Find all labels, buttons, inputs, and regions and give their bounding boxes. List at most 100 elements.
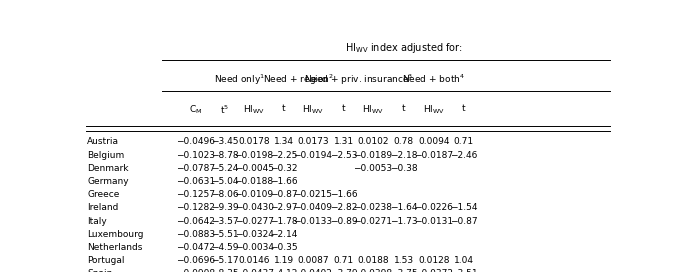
Text: −0.0472: −0.0472 (176, 243, 215, 252)
Text: −3.45: −3.45 (211, 137, 239, 146)
Text: −0.0034: −0.0034 (235, 243, 274, 252)
Text: Italy: Italy (87, 217, 107, 225)
Text: −4.59: −4.59 (211, 243, 239, 252)
Text: 1.04: 1.04 (453, 256, 473, 265)
Text: 0.78: 0.78 (393, 137, 414, 146)
Text: 0.0146: 0.0146 (238, 256, 269, 265)
Text: Germany: Germany (87, 177, 129, 186)
Text: Need + both$^{\mathregular{4}}$: Need + both$^{\mathregular{4}}$ (402, 72, 465, 85)
Text: 0.0178: 0.0178 (238, 137, 270, 146)
Text: 0.0102: 0.0102 (357, 137, 389, 146)
Text: −0.0226: −0.0226 (415, 203, 453, 212)
Text: −5.17: −5.17 (211, 256, 239, 265)
Text: −0.0053: −0.0053 (353, 164, 393, 173)
Text: 1.34: 1.34 (274, 137, 293, 146)
Text: −3.79: −3.79 (330, 269, 358, 272)
Text: Portugal: Portugal (87, 256, 124, 265)
Text: −0.0324: −0.0324 (235, 230, 274, 239)
Text: Luxembourg: Luxembourg (87, 230, 144, 239)
Text: −8.35: −8.35 (211, 269, 239, 272)
Text: t: t (462, 104, 465, 113)
Text: −0.0109: −0.0109 (235, 190, 274, 199)
Text: −1.66: −1.66 (330, 190, 358, 199)
Text: −0.0696: −0.0696 (176, 256, 215, 265)
Text: −0.0215: −0.0215 (293, 190, 332, 199)
Text: −0.87: −0.87 (449, 217, 477, 225)
Text: HI$_{\mathregular{WV}}$: HI$_{\mathregular{WV}}$ (423, 104, 445, 116)
Text: Need + region$^{\mathregular{2}}$: Need + region$^{\mathregular{2}}$ (263, 72, 334, 87)
Text: −0.1282: −0.1282 (176, 203, 215, 212)
Text: −9.39: −9.39 (211, 203, 239, 212)
Text: −0.0787: −0.0787 (176, 164, 215, 173)
Text: −0.32: −0.32 (270, 164, 298, 173)
Text: Greece: Greece (87, 190, 120, 199)
Text: t: t (402, 104, 406, 113)
Text: HI$_{\mathregular{WV}}$: HI$_{\mathregular{WV}}$ (362, 104, 384, 116)
Text: t: t (282, 104, 285, 113)
Text: −1.73: −1.73 (390, 217, 417, 225)
Text: −0.0188: −0.0188 (235, 177, 274, 186)
Text: 0.0094: 0.0094 (418, 137, 449, 146)
Text: −0.0198: −0.0198 (235, 151, 274, 160)
Text: 0.0087: 0.0087 (297, 256, 329, 265)
Text: −0.0430: −0.0430 (235, 203, 274, 212)
Text: −0.0133: −0.0133 (293, 217, 332, 225)
Text: −0.0908: −0.0908 (176, 269, 215, 272)
Text: t: t (342, 104, 345, 113)
Text: 0.0173: 0.0173 (297, 137, 329, 146)
Text: Need + priv. insurance$^{\mathregular{3}}$: Need + priv. insurance$^{\mathregular{3}… (304, 72, 413, 87)
Text: −0.87: −0.87 (270, 190, 298, 199)
Text: Belgium: Belgium (87, 151, 124, 160)
Text: 1.53: 1.53 (393, 256, 414, 265)
Text: −2.14: −2.14 (270, 230, 298, 239)
Text: −5.51: −5.51 (211, 230, 239, 239)
Text: −0.0045: −0.0045 (235, 164, 274, 173)
Text: Need only$^{\mathregular{1}}$: Need only$^{\mathregular{1}}$ (213, 72, 265, 87)
Text: Austria: Austria (87, 137, 119, 146)
Text: −5.24: −5.24 (211, 164, 239, 173)
Text: −8.78: −8.78 (211, 151, 239, 160)
Text: −2.18: −2.18 (390, 151, 417, 160)
Text: −0.0238: −0.0238 (354, 203, 393, 212)
Text: 0.71: 0.71 (453, 137, 473, 146)
Text: −0.0187: −0.0187 (415, 151, 453, 160)
Text: −0.0398: −0.0398 (353, 269, 393, 272)
Text: 0.71: 0.71 (334, 256, 354, 265)
Text: −0.0194: −0.0194 (293, 151, 332, 160)
Text: −0.0642: −0.0642 (176, 217, 215, 225)
Text: −0.0189: −0.0189 (353, 151, 393, 160)
Text: −2.46: −2.46 (450, 151, 477, 160)
Text: 0.0188: 0.0188 (357, 256, 389, 265)
Text: t$^{\mathregular{5}}$: t$^{\mathregular{5}}$ (220, 104, 229, 116)
Text: C$_{\mathregular{M}}$: C$_{\mathregular{M}}$ (189, 104, 202, 116)
Text: Denmark: Denmark (87, 164, 129, 173)
Text: −0.0131: −0.0131 (415, 217, 453, 225)
Text: −8.06: −8.06 (211, 190, 239, 199)
Text: −0.0437: −0.0437 (235, 269, 274, 272)
Text: −2.82: −2.82 (330, 203, 357, 212)
Text: Netherlands: Netherlands (87, 243, 142, 252)
Text: −0.0631: −0.0631 (176, 177, 215, 186)
Text: −0.0883: −0.0883 (176, 230, 215, 239)
Text: 1.19: 1.19 (274, 256, 294, 265)
Text: 0.0128: 0.0128 (418, 256, 449, 265)
Text: −2.97: −2.97 (270, 203, 298, 212)
Text: −0.0409: −0.0409 (293, 203, 332, 212)
Text: HI$_{\mathregular{WV}}$: HI$_{\mathregular{WV}}$ (302, 104, 324, 116)
Text: −2.53: −2.53 (330, 151, 358, 160)
Text: −0.0271: −0.0271 (354, 217, 393, 225)
Text: −2.25: −2.25 (270, 151, 298, 160)
Text: −0.35: −0.35 (270, 243, 298, 252)
Text: −0.0277: −0.0277 (235, 217, 274, 225)
Text: −3.57: −3.57 (211, 217, 239, 225)
Text: −5.04: −5.04 (211, 177, 239, 186)
Text: −0.0496: −0.0496 (176, 137, 215, 146)
Text: −0.1257: −0.1257 (176, 190, 215, 199)
Text: −0.0372: −0.0372 (415, 269, 453, 272)
Text: −1.78: −1.78 (270, 217, 298, 225)
Text: Spain: Spain (87, 269, 112, 272)
Text: −0.0402: −0.0402 (293, 269, 332, 272)
Text: −4.12: −4.12 (270, 269, 298, 272)
Text: 1.31: 1.31 (334, 137, 354, 146)
Text: HI$_{\mathregular{WV}}$ index adjusted for:: HI$_{\mathregular{WV}}$ index adjusted f… (345, 41, 462, 55)
